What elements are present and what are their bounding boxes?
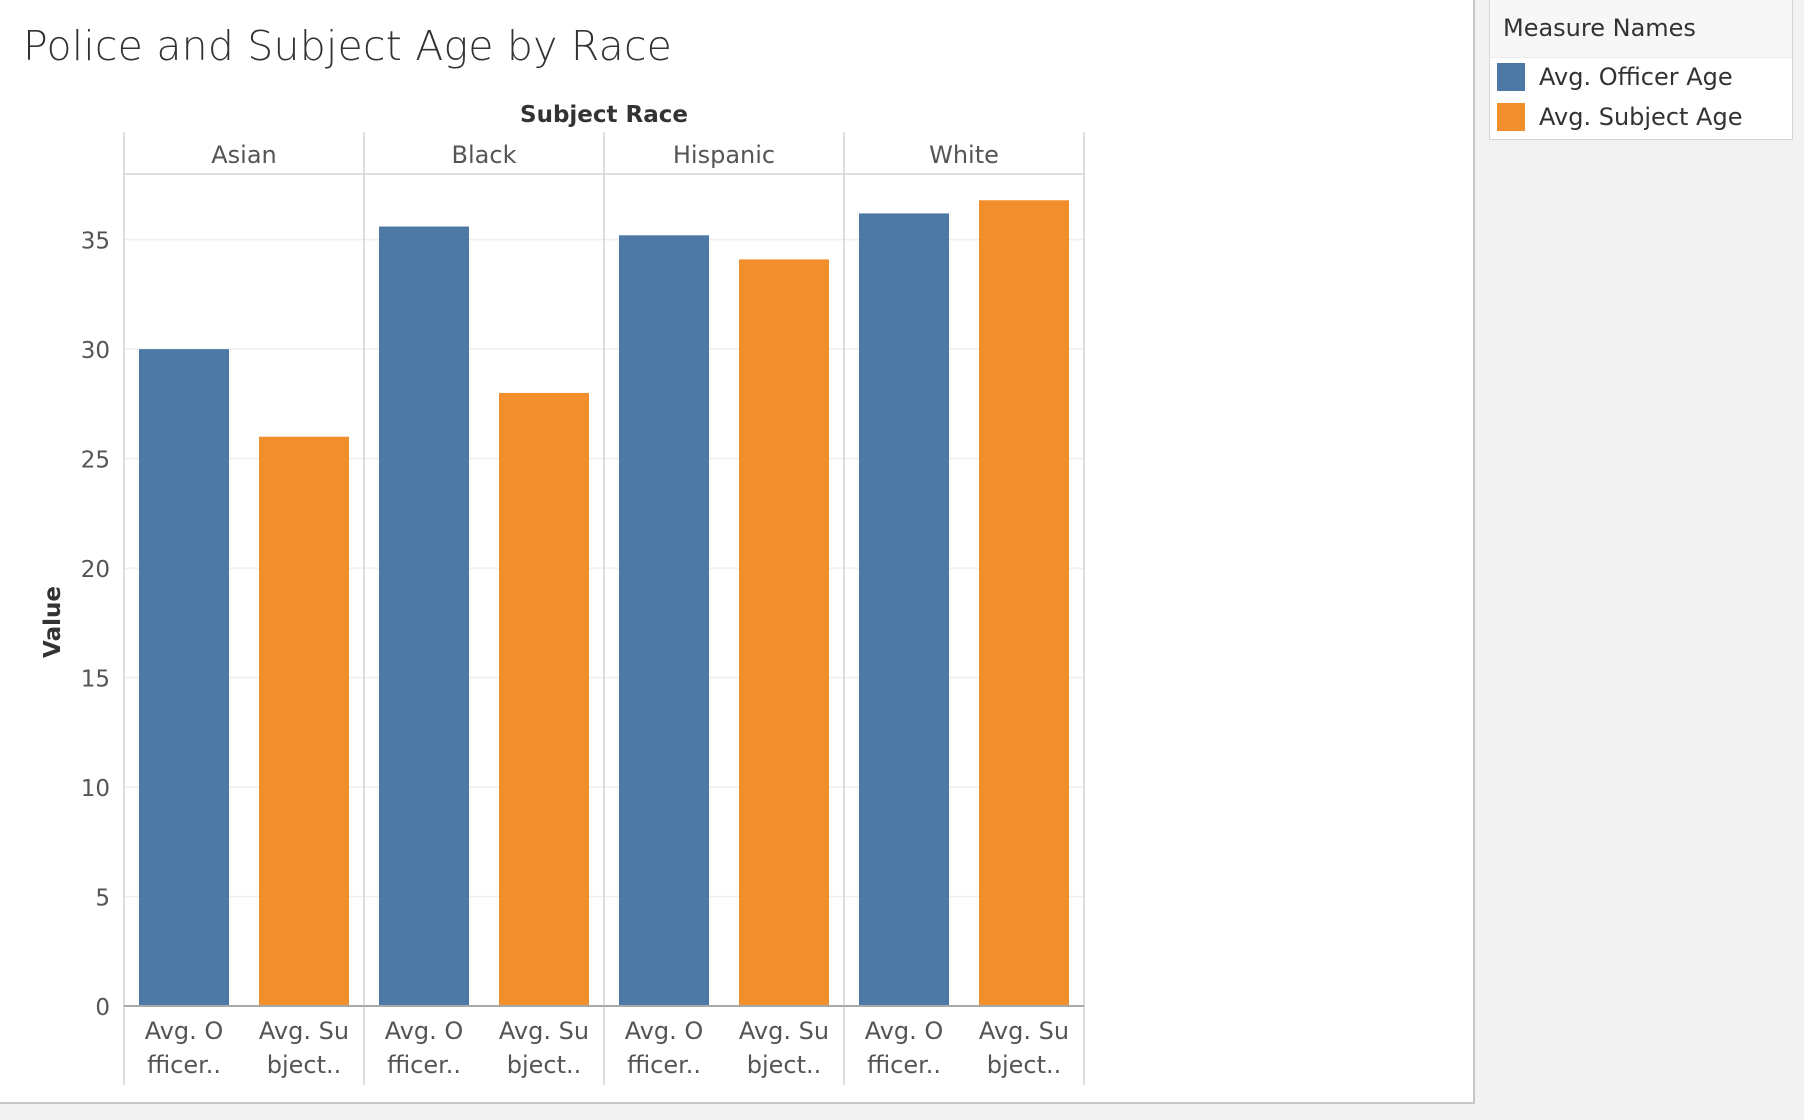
legend-header <box>1490 0 1792 58</box>
x-tick-label: bject.. <box>267 1051 342 1079</box>
x-tick-label: Avg. Su <box>499 1017 589 1045</box>
group-header-white: White <box>929 141 999 169</box>
worksheet: Police and Subject Age by Race 0 5 10 15 20 2… <box>0 0 1475 1104</box>
bar-black-officer <box>379 226 469 1006</box>
group-header-hispanic: Hispanic <box>673 141 775 169</box>
group-header-black: Black <box>452 141 517 169</box>
legend-label: Avg. Officer Age <box>1539 63 1733 91</box>
x-tick-label: Avg. O <box>145 1017 224 1045</box>
y-tick-label: 30 <box>81 338 110 364</box>
x-tick-label: Avg. O <box>385 1017 464 1045</box>
bar-chart: 0 5 10 15 20 25 30 35 Value Subject Race Asian Blac… <box>40 102 1085 1085</box>
bar-asian-subject <box>259 436 349 1007</box>
legend-item-officer-age[interactable]: Avg. Officer Age <box>1497 62 1733 92</box>
bar-white-officer <box>859 213 949 1006</box>
column-header-title: Subject Race <box>520 102 688 128</box>
chart-title: Police and Subject Age by Race <box>23 22 673 70</box>
y-tick-label: 20 <box>81 557 110 583</box>
x-tick-label: Avg. Su <box>259 1017 349 1045</box>
bar-asian-officer <box>139 349 229 1006</box>
y-tick-label: 15 <box>81 667 110 693</box>
legend-item-subject-age[interactable]: Avg. Subject Age <box>1497 102 1742 132</box>
bar-hispanic-subject <box>739 259 829 1006</box>
y-tick-label: 0 <box>95 995 110 1021</box>
x-tick-label: fficer.. <box>147 1051 221 1079</box>
x-tick-label: Avg. O <box>865 1017 944 1045</box>
legend-title: Measure Names <box>1503 14 1696 42</box>
x-tick-label: bject.. <box>507 1051 582 1079</box>
bar-hispanic-officer <box>619 235 709 1006</box>
legend-swatch-officer-age <box>1497 63 1525 91</box>
y-tick-label: 35 <box>81 229 110 255</box>
x-tick-label: fficer.. <box>387 1051 461 1079</box>
x-tick-label: bject.. <box>747 1051 822 1079</box>
y-axis-title: Value <box>40 586 66 658</box>
y-tick-label: 5 <box>95 886 110 912</box>
legend[interactable]: Measure Names Avg. Officer Age Avg. Subj… <box>1489 0 1793 140</box>
y-tick-label: 25 <box>81 448 110 474</box>
bar-black-subject <box>499 392 589 1006</box>
x-tick-label: Avg. O <box>625 1017 704 1045</box>
y-tick-label: 10 <box>81 776 110 802</box>
x-tick-label: Avg. Su <box>739 1017 829 1045</box>
legend-label: Avg. Subject Age <box>1539 103 1743 131</box>
legend-swatch-subject-age <box>1497 103 1525 131</box>
group-header-asian: Asian <box>211 141 277 169</box>
x-tick-label: fficer.. <box>627 1051 701 1079</box>
x-tick-label: Avg. Su <box>979 1017 1069 1045</box>
x-tick-label: fficer.. <box>867 1051 941 1079</box>
bar-white-subject <box>979 200 1069 1006</box>
x-tick-label: bject.. <box>987 1051 1062 1079</box>
